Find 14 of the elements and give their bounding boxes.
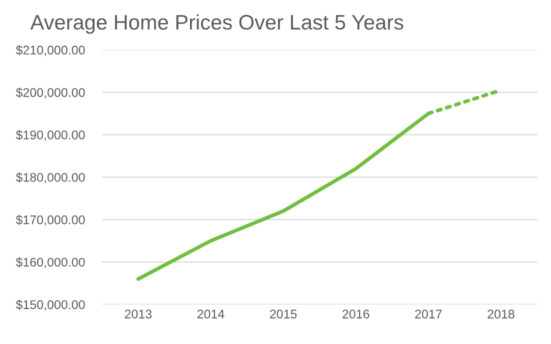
x-tick-label: 2018 [488,310,514,318]
x-tick-label: 2014 [197,310,224,318]
x-tick-label: 2016 [342,310,370,318]
x-tick-label: 2015 [270,310,297,318]
y-tick-label: $200,000.00 [16,88,85,98]
y-tick-label: $150,000.00 [16,300,85,311]
x-tick-label: 2017 [415,310,442,318]
x-tick-label: 2013 [124,310,152,318]
y-tick-label: $170,000.00 [16,214,85,226]
y-tick-label: $160,000.00 [16,257,85,268]
y-tick-label: $210,000.00 [16,45,85,56]
y-tick-label: $180,000.00 [16,172,85,184]
y-tick-label: $190,000.00 [16,130,85,141]
chart-title: Average Home Prices Over Last 5 Years [30,14,404,34]
